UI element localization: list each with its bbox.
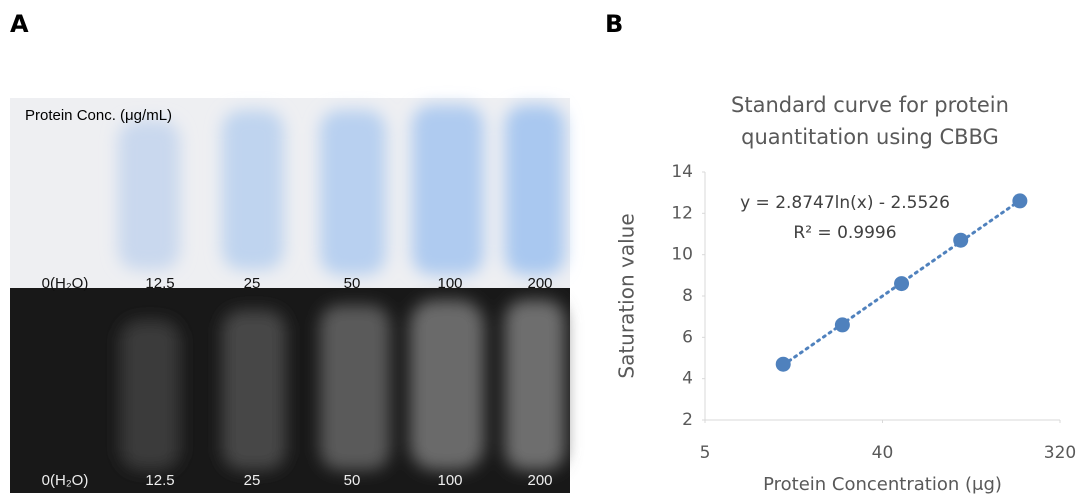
- grey-spots: [120, 300, 565, 470]
- trendline: [781, 199, 1022, 367]
- gel-image: Protein Conc. (μg/mL): [10, 98, 570, 493]
- x-tick-label: 40: [872, 443, 894, 463]
- y-tick-label: 8: [682, 286, 693, 306]
- lane-label: 12.5: [145, 472, 174, 489]
- y-axis-label: Saturation value: [615, 213, 639, 378]
- lane-label: 50: [344, 472, 361, 489]
- lane-label: 0(H₂O): [42, 472, 89, 489]
- lane-label: 0(H₂O): [42, 275, 89, 292]
- y-tick-label: 2: [682, 410, 693, 430]
- lane-label: 200: [527, 275, 552, 292]
- y-tick-label: 14: [671, 162, 693, 182]
- panel-label: A: [10, 10, 29, 38]
- equation: y = 2.8747ln(x) - 2.5526: [740, 193, 950, 213]
- point: [775, 356, 791, 372]
- chart-title: quantitation using CBBG: [741, 125, 999, 149]
- x-tick-label: 5: [700, 443, 711, 463]
- x-tick-label: 320: [1044, 443, 1076, 463]
- point: [834, 317, 850, 333]
- y-tick-label: 10: [671, 245, 693, 265]
- y-tick-label: 12: [671, 203, 693, 223]
- lane-label: 25: [244, 472, 261, 489]
- chart-title: Standard curve for protein: [731, 93, 1009, 117]
- point: [953, 232, 969, 248]
- x-axis-label: Protein Concentration (μg): [763, 474, 1002, 495]
- y-tick-label: 4: [682, 369, 693, 389]
- lane-label: 25: [244, 275, 261, 292]
- panel-label: B: [605, 10, 623, 38]
- point: [894, 276, 910, 292]
- lane-label: 12.5: [145, 275, 174, 292]
- blue-spots: [118, 105, 565, 275]
- point: [1012, 193, 1028, 209]
- image-heading: Protein Conc. (μg/mL): [25, 107, 172, 124]
- lane-label: 200: [527, 472, 552, 489]
- lane-label: 100: [437, 472, 462, 489]
- y-tick-label: 6: [682, 327, 693, 347]
- lane-label: 100: [437, 275, 462, 292]
- r-squared: R² = 0.9996: [793, 223, 896, 243]
- top-image: [10, 98, 570, 288]
- bottom-image: [10, 288, 570, 493]
- lane-label: 50: [344, 275, 361, 292]
